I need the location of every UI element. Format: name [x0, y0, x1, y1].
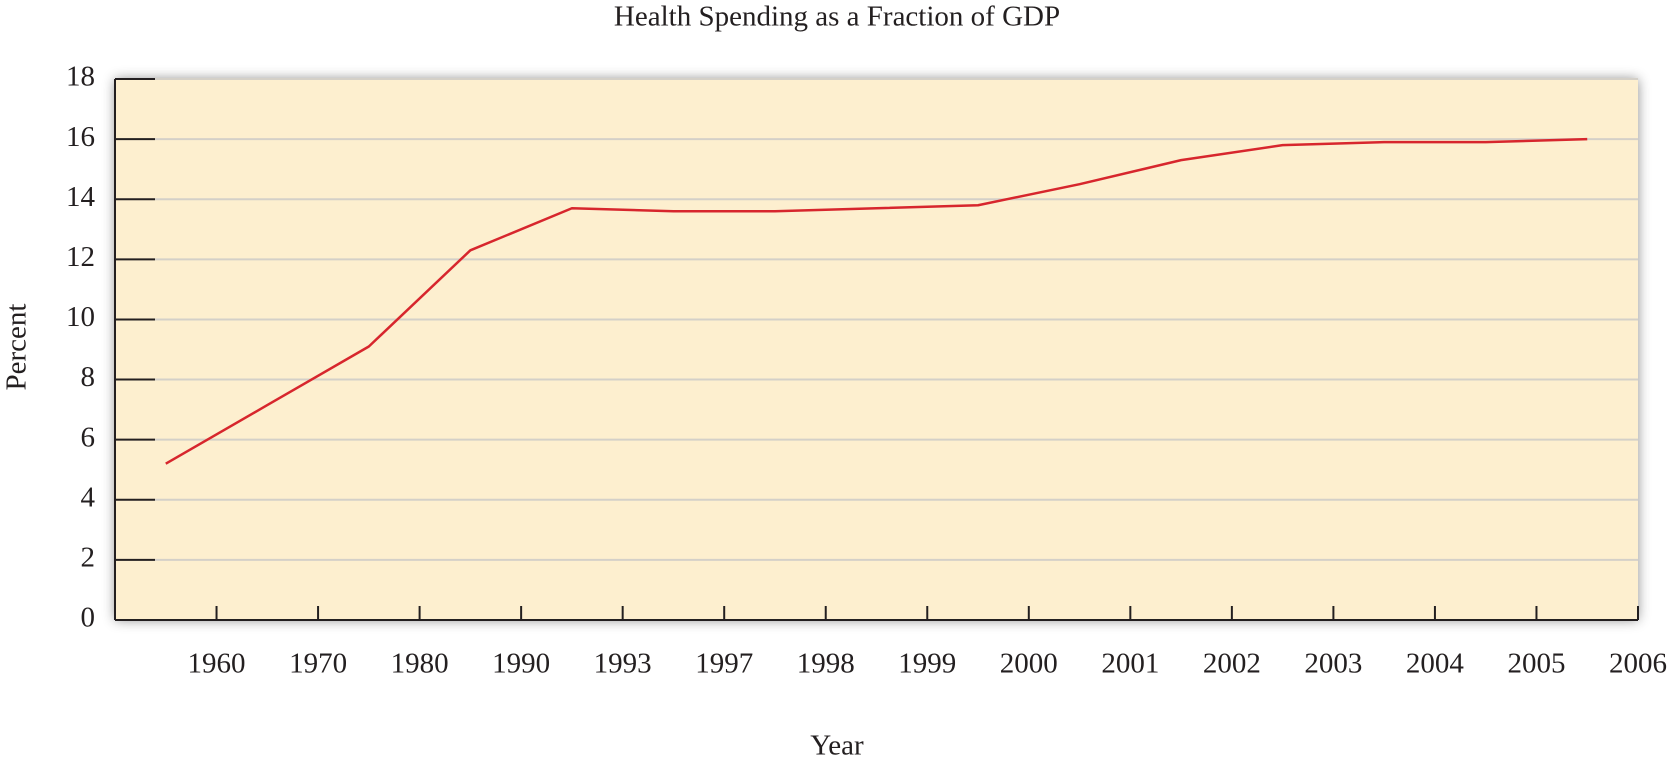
y-tick-label: 16: [66, 121, 95, 153]
x-tick-label: 2006: [1609, 648, 1667, 680]
plot-area: [115, 79, 1638, 620]
x-axis-label: Year: [810, 730, 864, 762]
y-tick-label: 18: [66, 61, 95, 93]
x-tick-label: 2002: [1203, 648, 1261, 680]
x-tick-label: 1999: [898, 648, 956, 680]
y-tick-label: 10: [66, 301, 95, 333]
y-tick-label: 2: [81, 542, 96, 574]
y-tick-label: 12: [66, 241, 95, 273]
y-tick-label: 6: [81, 421, 96, 453]
y-tick-label: 14: [66, 181, 96, 213]
x-tick-label: 1960: [188, 648, 246, 680]
y-tick-label: 0: [81, 602, 96, 634]
x-tick-label: 1997: [695, 648, 753, 680]
x-tick-label: 2004: [1406, 648, 1465, 680]
x-tick-label: 1980: [391, 648, 449, 680]
y-tick-label: 4: [81, 481, 96, 513]
y-tick-label: 8: [81, 361, 96, 393]
x-tick-label: 1990: [492, 648, 550, 680]
x-tick-label: 2000: [1000, 648, 1058, 680]
x-tick-label: 2005: [1507, 648, 1565, 680]
x-tick-label: 2003: [1304, 648, 1362, 680]
y-axis-label: Percent: [1, 304, 33, 391]
data-line: [165, 137, 1588, 465]
x-tick-label: 1998: [797, 648, 855, 680]
x-tick-label: 1993: [594, 648, 652, 680]
chart-title: Health Spending as a Fraction of GDP: [614, 1, 1060, 33]
x-tick-label: 2001: [1101, 648, 1159, 680]
x-tick-label: 1970: [289, 648, 347, 680]
